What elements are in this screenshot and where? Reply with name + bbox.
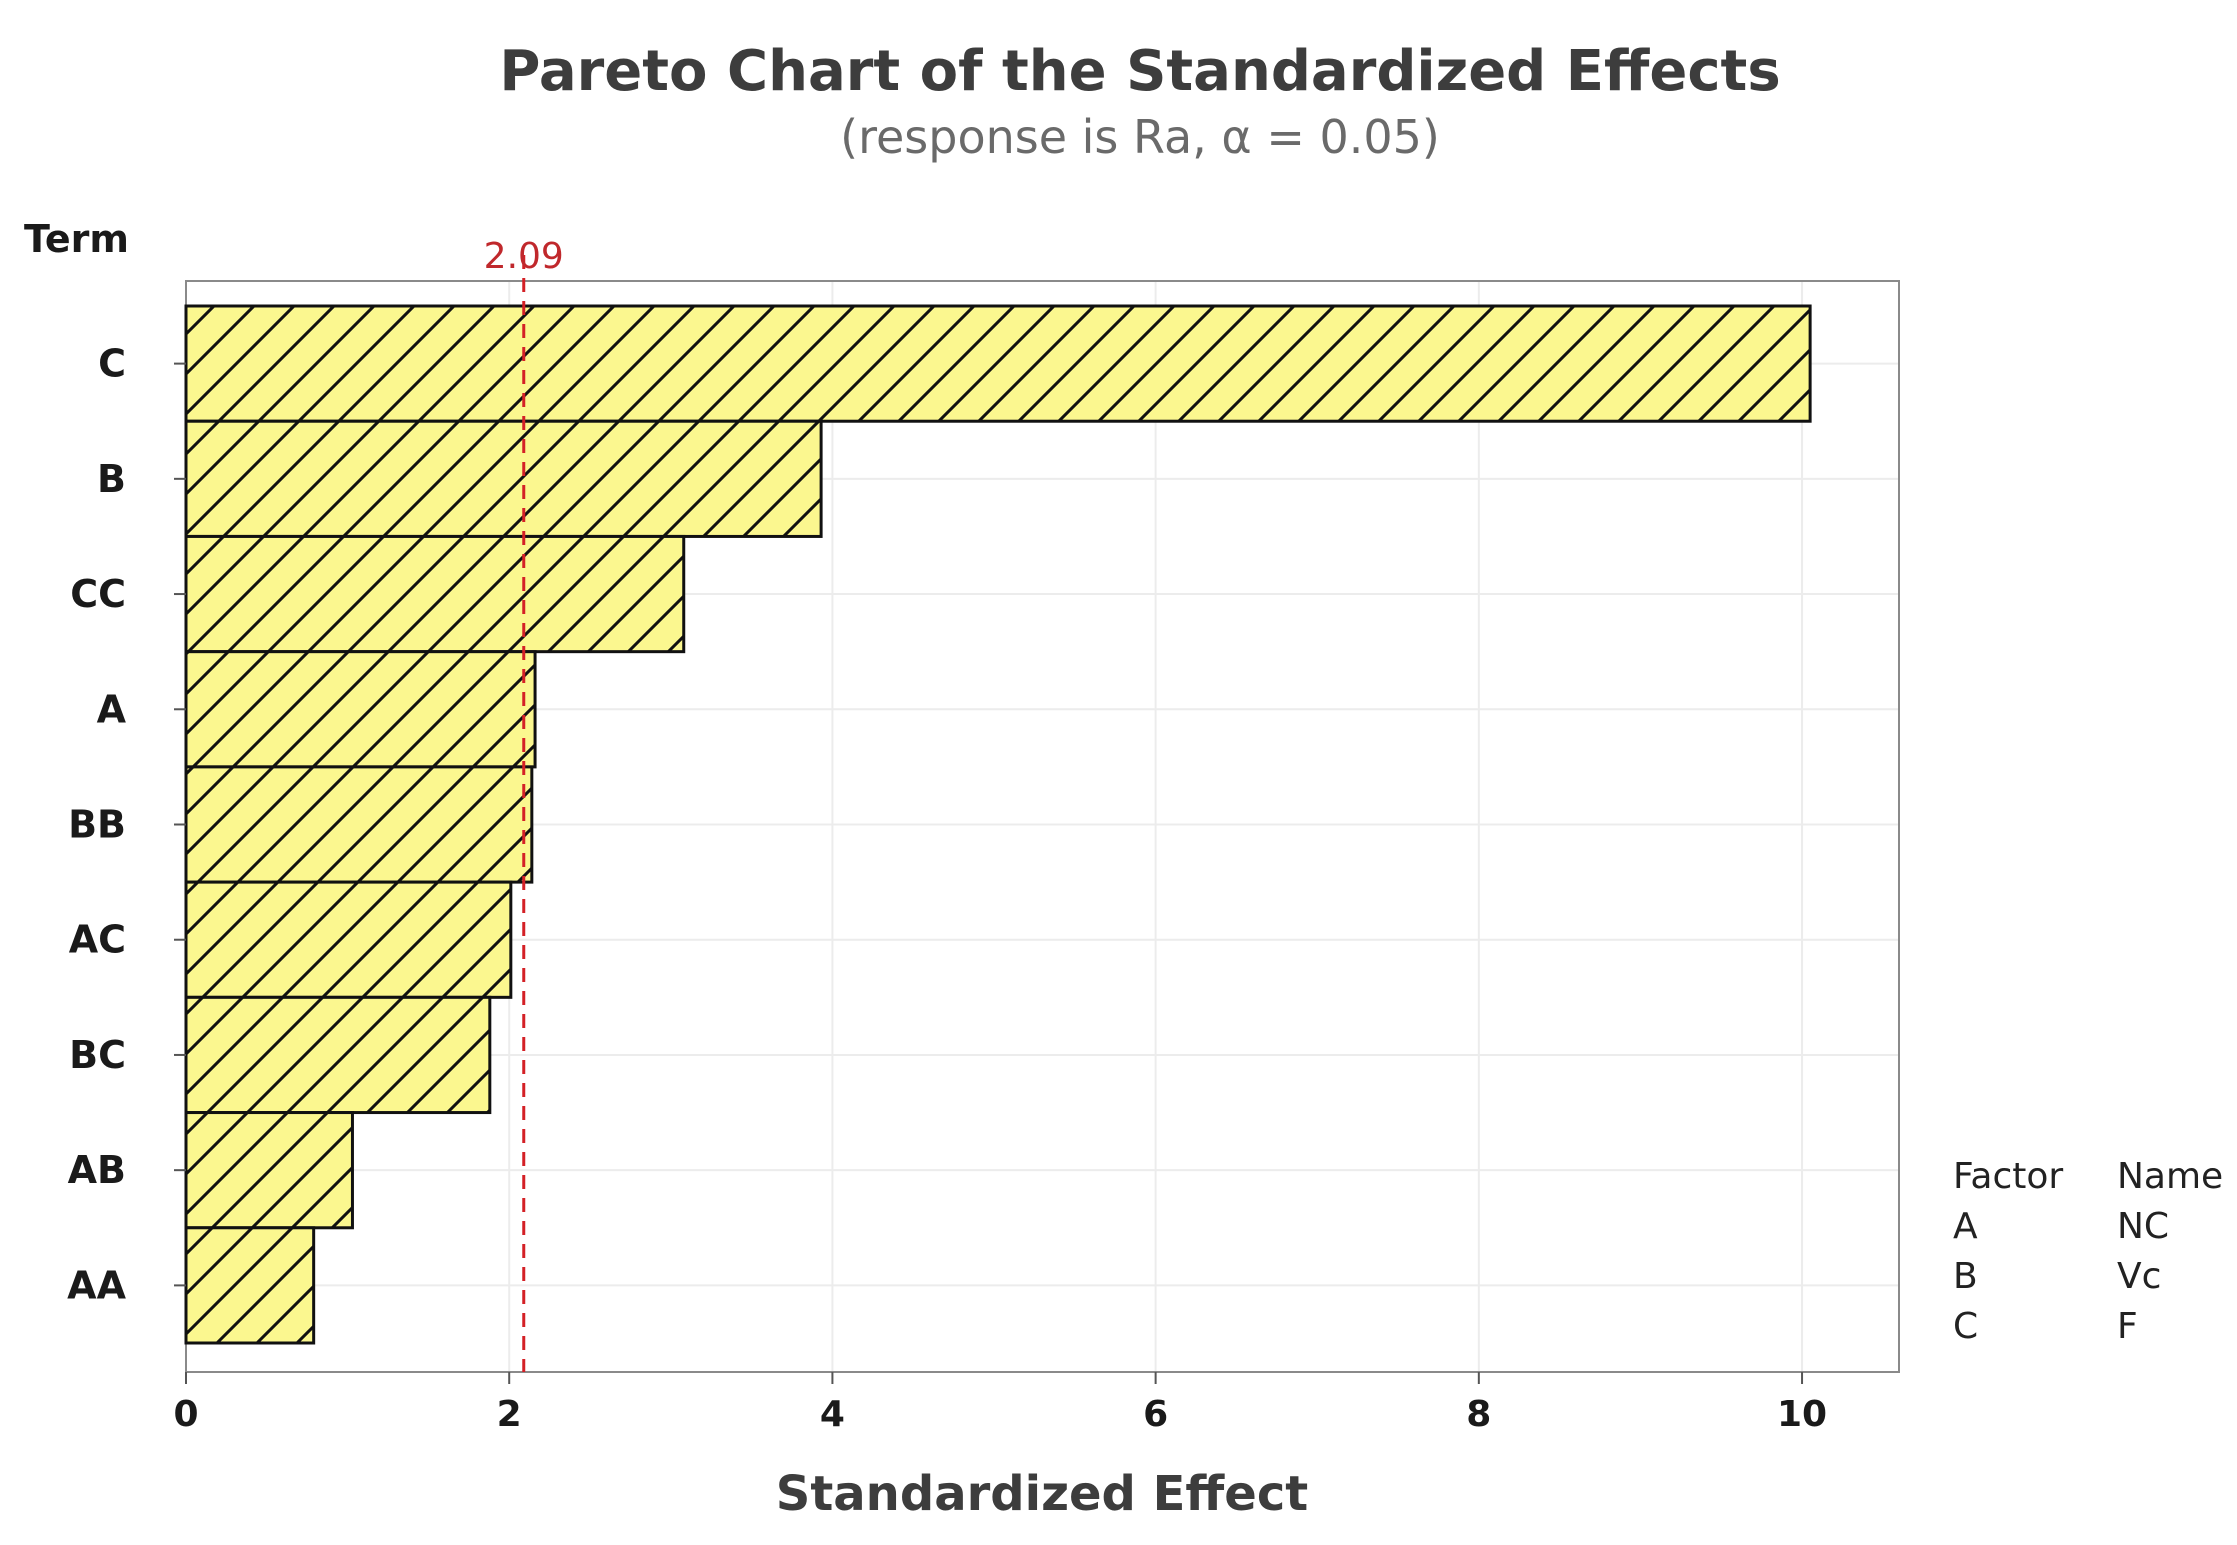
x-tick-label: 4 (820, 1394, 845, 1435)
bar-b (184, 419, 823, 538)
category-label-bb: BB (68, 803, 126, 847)
bar-ab (184, 1111, 354, 1230)
legend-name: Vc (2117, 1256, 2161, 1297)
category-label-aa: AA (67, 1263, 126, 1307)
category-label-cc: CC (70, 572, 126, 616)
x-tick-label: 10 (1777, 1394, 1827, 1435)
x-axis-ticks: 0 2 4 6 8 10 (173, 1372, 1827, 1435)
chart-subtitle: (response is Ra, α = 0.05) (840, 110, 1440, 164)
category-label-b: B (97, 457, 126, 501)
legend-name: F (2117, 1306, 2138, 1347)
bar-c (184, 304, 1812, 423)
legend-factor: A (1953, 1206, 1978, 1247)
legend-name: NC (2117, 1206, 2169, 1247)
category-label-c: C (98, 342, 126, 386)
legend-header-name: Name (2117, 1156, 2223, 1197)
category-label-ac: AC (69, 918, 126, 962)
legend-factor: C (1953, 1306, 1978, 1347)
bar-aa (184, 1226, 316, 1345)
chart-title: Pareto Chart of the Standardized Effects (499, 39, 1780, 104)
x-tick-label: 2 (497, 1394, 522, 1435)
x-tick-label: 0 (173, 1394, 198, 1435)
x-tick-label: 6 (1143, 1394, 1168, 1435)
category-labels: C B CC A BB AC BC AB AA (67, 342, 186, 1307)
category-label-bc: BC (69, 1033, 126, 1077)
bar-ac (184, 880, 513, 999)
legend-header-factor: Factor (1953, 1156, 2063, 1197)
factor-legend: Factor Name A NC B Vc C F (1953, 1156, 2223, 1347)
bar-bb (184, 765, 534, 884)
reference-line-label: 2.09 (484, 236, 564, 277)
category-label-a: A (97, 687, 127, 731)
bar-bc (184, 995, 492, 1115)
bar-a (184, 650, 537, 769)
bar-cc (184, 534, 686, 654)
legend-factor: B (1953, 1256, 1978, 1297)
x-tick-label: 8 (1466, 1394, 1491, 1435)
category-label-ab: AB (68, 1148, 126, 1192)
x-axis-title: Standardized Effect (776, 1466, 1309, 1522)
y-axis-title: Term (24, 217, 129, 261)
